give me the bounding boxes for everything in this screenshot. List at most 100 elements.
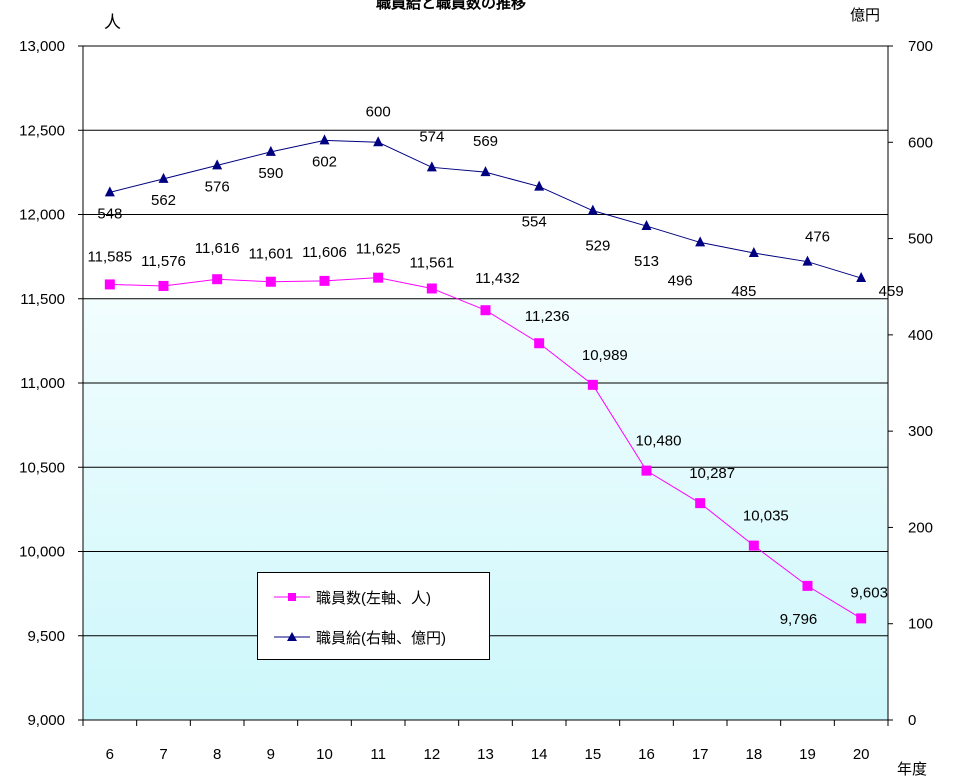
staff-count-point [641,465,652,476]
staff-count-point [748,540,759,551]
staff-count-data-label: 9,603 [850,584,888,601]
salary-data-label: 548 [97,205,122,222]
staff-count-data-label: 11,236 [525,308,570,325]
x-axis-tick-label: 13 [477,746,494,763]
salary-data-label: 459 [879,283,904,300]
x-axis-tick-label: 11 [370,746,386,763]
left-axis-tick-label: 12,500 [19,122,65,139]
salary-point [534,180,545,191]
staff-count-point [534,338,545,349]
salary-point [587,204,598,215]
staff-count-data-label: 11,432 [475,270,520,287]
right-axis-tick-label: 600 [908,134,933,151]
left-axis-tick-label: 12,000 [19,207,65,224]
staff-count-point [265,276,276,287]
staff-count-point [212,274,223,285]
staff-count-point [695,498,706,509]
staff-count-point [158,280,169,291]
right-axis-unit: 億円 [850,7,881,24]
right-axis-tick-label: 500 [908,231,933,248]
salary-point [641,220,652,231]
chart-title: 職員給と職員数の推移 [376,0,527,12]
left-axis-tick-label: 10,500 [19,459,65,476]
staff-count-point [426,283,437,294]
legend-label-staff-count: 職員数(左軸、人) [316,589,431,607]
salary-data-label: 600 [366,103,391,120]
left-axis-tick-label: 11,500 [20,291,65,308]
salary-data-label: 496 [668,272,693,289]
legend-triangle-marker-icon [274,632,310,641]
salary-point [802,255,813,266]
salary-data-label: 485 [731,283,756,300]
salary-point [748,247,759,258]
salary-data-label: 574 [419,128,444,145]
left-axis-tick-label: 9,000 [27,712,65,729]
staff-count-data-label: 11,561 [409,254,454,271]
staff-count-data-label: 11,585 [87,248,132,265]
salary-point [426,161,437,172]
legend-square-marker-icon [274,593,310,601]
salary-point [480,166,491,177]
right-axis-tick-label: 400 [908,327,933,344]
staff-count-data-label: 11,616 [195,240,240,257]
staff-count-data-label: 10,989 [582,347,628,364]
right-axis-tick-label: 100 [908,616,933,633]
staff-count-data-label: 9,796 [780,611,818,628]
x-axis-tick-label: 19 [799,746,816,763]
x-axis-unit: 年度 [897,761,928,778]
staff-count-point [802,580,813,591]
salary-point [158,172,169,183]
salary-point [319,134,330,145]
salary-data-label: 529 [585,238,610,255]
salary-point [856,272,867,283]
x-axis-tick-label: 9 [267,746,275,763]
salary-data-label: 554 [522,214,547,231]
right-axis-tick-label: 200 [908,519,933,536]
staff-count-data-label: 11,625 [356,241,401,258]
left-axis-tick-label: 13,000 [19,38,65,55]
x-axis-tick-label: 17 [692,746,709,763]
staff-count-data-label: 10,480 [636,433,682,450]
staff-count-data-label: 11,606 [302,244,347,261]
x-axis-tick-label: 10 [316,746,333,763]
staff-count-point [856,613,867,624]
staff-count-point [319,275,330,286]
right-axis-tick-label: 700 [908,38,933,55]
legend: 職員数(左軸、人) 職員給(右軸、億円) [257,572,490,660]
staff-count-point [587,379,598,390]
staff-count-data-label: 10,035 [743,508,789,525]
legend-item-staff-salary: 職員給(右軸、億円) [272,627,446,647]
staff-count-point [373,272,384,283]
x-axis-tick-label: 7 [159,746,167,763]
left-axis-tick-label: 9,500 [27,628,65,645]
left-axis-tick-label: 10,000 [19,544,65,561]
x-axis-tick-label: 15 [584,746,601,763]
staff-count-point [104,279,115,290]
left-axis-tick-label: 11,000 [20,375,65,392]
salary-data-label: 476 [805,229,830,246]
salary-point [104,186,115,197]
x-axis-tick-label: 18 [745,746,762,763]
left-axis-unit: 人 [104,13,121,32]
salary-data-label: 602 [312,153,337,170]
salary-point [212,159,223,170]
legend-label-staff-salary: 職員給(右軸、億円) [316,629,446,647]
right-axis-tick-label: 0 [908,712,916,729]
salary-data-label: 576 [205,178,230,195]
x-axis-tick-label: 20 [853,746,870,763]
x-axis-tick-label: 16 [638,746,655,763]
right-axis-tick-label: 300 [908,423,933,440]
salary-point [373,136,384,147]
salary-data-label: 590 [258,165,283,182]
legend-item-staff-count: 職員数(左軸、人) [272,587,431,607]
salary-point [265,145,276,156]
staff-count-data-label: 11,601 [248,246,293,263]
salary-data-label: 562 [151,192,176,209]
x-axis-tick-label: 6 [106,746,114,763]
salary-point [695,236,706,247]
x-axis-tick-label: 12 [423,746,440,763]
staff-count-data-label: 11,576 [141,253,186,270]
staff-count-data-label: 10,287 [689,465,735,482]
x-axis-tick-label: 8 [213,746,221,763]
